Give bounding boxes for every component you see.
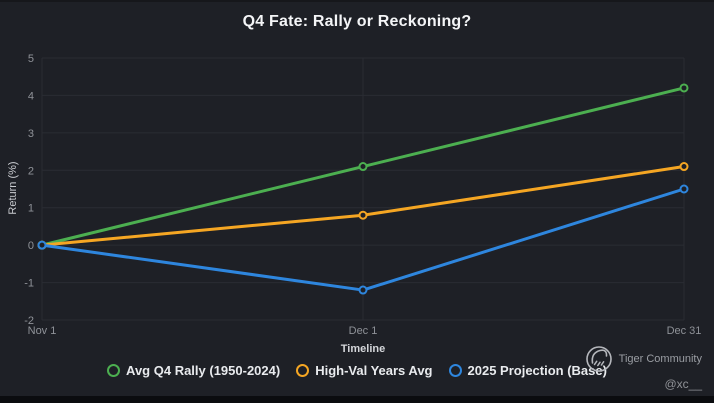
top-edge-divider	[0, 0, 714, 2]
y-tick-label: -2	[24, 315, 34, 327]
watermark-community-label: Tiger Community	[618, 353, 702, 365]
bottom-bar	[0, 396, 714, 403]
x-axis-title: Timeline	[340, 343, 386, 355]
data-point-avg-q4-rally-1950-2024[interactable]	[358, 162, 368, 172]
legend-marker-circle-icon	[448, 364, 462, 377]
tiger-community-logo-icon	[585, 346, 612, 372]
x-tick-label: Nov 1	[28, 325, 57, 337]
chart-title: Q4 Fate: Rally or Reckoning?	[242, 13, 472, 30]
legend-label: Avg Q4 Rally (1950-2024)	[126, 363, 281, 378]
y-tick-label: 0	[28, 240, 34, 252]
legend-marker-circle-icon	[296, 364, 310, 377]
legend-label: 2025 Projection (Base)	[467, 363, 607, 378]
data-point-2025-projection-base[interactable]	[37, 240, 47, 250]
y-tick-label: 1	[28, 203, 34, 215]
data-point-high-val-years-avg[interactable]	[679, 162, 689, 172]
x-tick-label: Dec 1	[349, 325, 378, 337]
data-point-high-val-years-avg[interactable]	[358, 210, 368, 220]
y-tick-label: 2	[28, 165, 34, 177]
legend: Avg Q4 Rally (1950-2024) High-Val Years A…	[0, 363, 714, 378]
legend-marker-circle-icon	[107, 364, 121, 377]
y-tick-label: 3	[28, 128, 34, 140]
x-tick-label: Dec 31	[667, 325, 702, 337]
legend-item-2025-projection-base[interactable]: 2025 Projection (Base)	[448, 363, 607, 378]
data-point-2025-projection-base[interactable]	[358, 285, 368, 295]
y-tick-label: -1	[24, 278, 34, 290]
data-point-2025-projection-base[interactable]	[679, 184, 689, 194]
watermark: Tiger Community @xc__	[585, 345, 702, 391]
y-tick-label: 4	[28, 90, 34, 102]
y-tick-label: 5	[28, 53, 34, 65]
legend-item-high-val-years-avg[interactable]: High-Val Years Avg	[296, 363, 433, 378]
legend-label: High-Val Years Avg	[315, 363, 433, 378]
watermark-handle: @xc__	[664, 377, 702, 391]
watermark-row: Tiger Community	[585, 345, 702, 373]
data-point-avg-q4-rally-1950-2024[interactable]	[679, 83, 689, 93]
legend-item-avg-q4-rally-1950-2024[interactable]: Avg Q4 Rally (1950-2024)	[107, 363, 280, 378]
